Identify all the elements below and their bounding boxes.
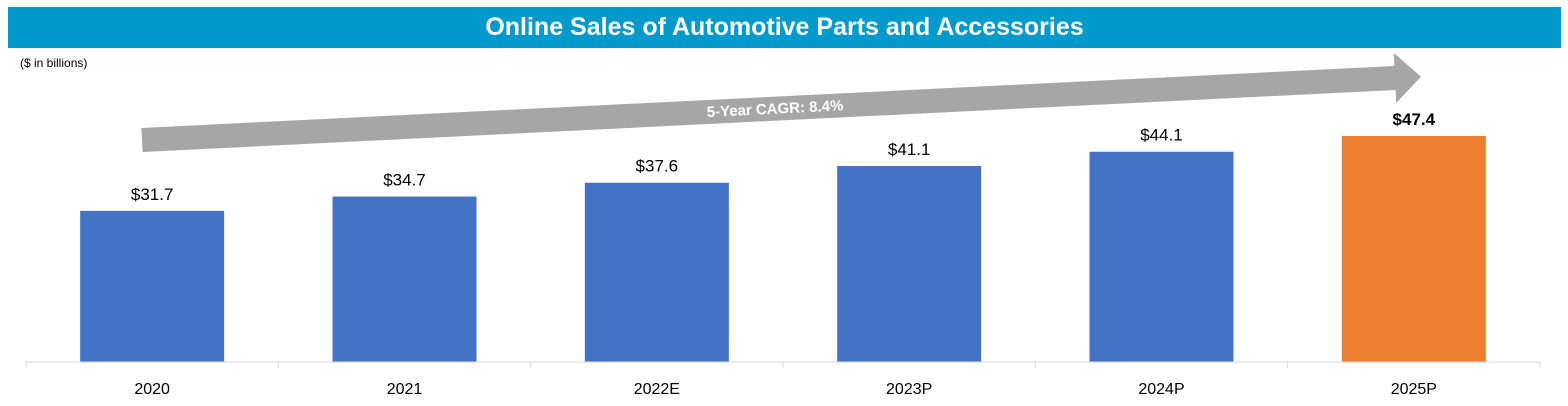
cagr-label: 5-Year CAGR: 8.4% bbox=[706, 97, 843, 121]
category-label: 2023P bbox=[886, 381, 932, 398]
category-label: 2020 bbox=[134, 381, 170, 398]
category-label: 2024P bbox=[1138, 381, 1184, 398]
bar-2025P bbox=[1341, 136, 1486, 362]
bar-2020 bbox=[80, 210, 225, 362]
unit-note: ($ in billions) bbox=[20, 56, 88, 70]
category-label: 2021 bbox=[387, 381, 423, 398]
bar-2023P bbox=[837, 166, 982, 362]
value-label: $31.7 bbox=[131, 185, 174, 204]
bar-2022E bbox=[584, 182, 729, 362]
x-axis: 2020 2021 2022E 2023P 2024P 2025P bbox=[25, 361, 1541, 398]
value-label: $44.1 bbox=[1140, 126, 1183, 145]
chart-title: Online Sales of Automotive Parts and Acc… bbox=[8, 7, 1561, 48]
category-label: 2022E bbox=[634, 381, 680, 398]
value-label: $34.7 bbox=[383, 171, 426, 190]
value-label: $47.4 bbox=[1393, 110, 1436, 129]
bar-2021 bbox=[332, 196, 477, 362]
bars: $31.7 $34.7 $37.6 $41.1 $44.1 $47.4 bbox=[80, 110, 1486, 362]
cagr-arrow: 5-Year CAGR: 8.4% bbox=[141, 53, 1421, 152]
cagr-arrow-shape bbox=[141, 53, 1421, 152]
bar-2024P bbox=[1089, 151, 1234, 362]
value-label: $37.6 bbox=[636, 157, 679, 176]
category-label: 2025P bbox=[1391, 381, 1437, 398]
value-label: $41.1 bbox=[888, 140, 931, 159]
